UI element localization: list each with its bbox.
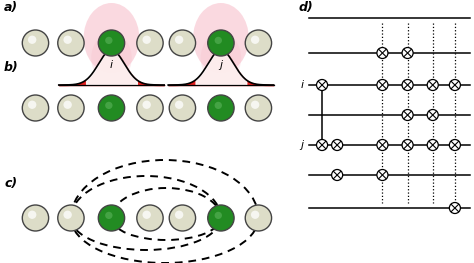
Circle shape [332,139,343,150]
Text: a): a) [4,2,18,14]
Circle shape [245,205,272,231]
Circle shape [317,139,328,150]
Circle shape [427,109,438,120]
Circle shape [377,169,388,180]
Circle shape [169,30,196,56]
Circle shape [215,37,222,44]
Circle shape [208,95,234,121]
Circle shape [449,79,460,90]
Circle shape [98,95,125,121]
Circle shape [22,30,49,56]
Circle shape [245,95,272,121]
Text: d): d) [299,2,314,14]
Circle shape [137,30,163,56]
Circle shape [208,205,234,231]
Circle shape [215,102,222,109]
Circle shape [58,30,84,56]
Text: b): b) [4,62,19,74]
Text: j: j [219,60,222,70]
Text: i: i [110,60,113,70]
Circle shape [22,205,49,231]
Circle shape [377,48,388,58]
Circle shape [402,109,413,120]
Circle shape [427,79,438,90]
Circle shape [208,30,234,56]
Ellipse shape [201,33,241,83]
Circle shape [377,139,388,150]
Circle shape [105,212,112,219]
Circle shape [377,79,388,90]
Circle shape [143,211,151,219]
Circle shape [169,95,196,121]
Circle shape [137,205,163,231]
Circle shape [449,139,460,150]
Circle shape [402,79,413,90]
Circle shape [449,203,460,214]
Circle shape [175,211,183,219]
Circle shape [64,36,72,44]
Ellipse shape [91,33,132,83]
Circle shape [215,212,222,219]
Circle shape [105,37,112,44]
Circle shape [251,211,259,219]
Circle shape [251,36,259,44]
Circle shape [427,139,438,150]
Circle shape [245,30,272,56]
Text: j: j [301,140,303,150]
Circle shape [169,205,196,231]
Circle shape [64,100,72,109]
Circle shape [28,36,36,44]
Text: i: i [301,80,303,90]
Circle shape [143,36,151,44]
Ellipse shape [193,3,249,73]
Circle shape [402,139,413,150]
Circle shape [64,211,72,219]
Circle shape [22,95,49,121]
Circle shape [98,205,125,231]
Circle shape [28,211,36,219]
Circle shape [175,36,183,44]
Circle shape [98,30,125,56]
Circle shape [58,205,84,231]
Circle shape [137,95,163,121]
Circle shape [332,169,343,180]
Circle shape [402,48,413,58]
Circle shape [105,102,112,109]
Circle shape [143,100,151,109]
Text: c): c) [4,176,17,190]
Circle shape [251,100,259,109]
Ellipse shape [83,3,139,73]
Circle shape [175,100,183,109]
Circle shape [28,100,36,109]
Circle shape [317,79,328,90]
Circle shape [58,95,84,121]
